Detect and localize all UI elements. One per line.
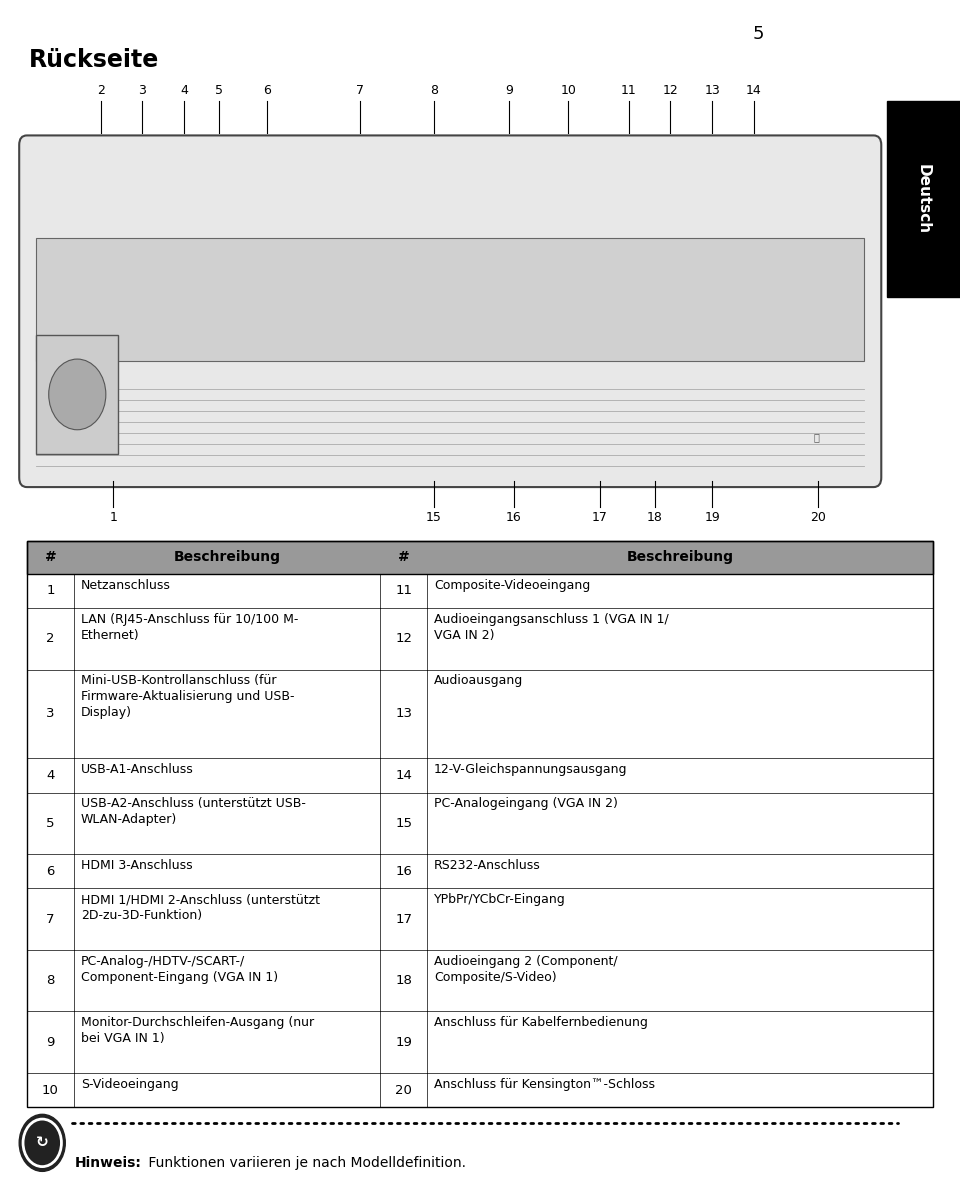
Bar — [27, 608, 933, 670]
Text: 15: 15 — [396, 817, 413, 830]
Text: LAN (RJ45-Anschluss für 10/100 M-
Ethernet): LAN (RJ45-Anschluss für 10/100 M- Ethern… — [81, 613, 299, 642]
Text: 7: 7 — [356, 84, 364, 97]
Text: Audioeingangsanschluss 1 (VGA IN 1/
VGA IN 2): Audioeingangsanschluss 1 (VGA IN 1/ VGA … — [434, 613, 669, 642]
Text: 18: 18 — [396, 974, 412, 987]
Text: Mini-USB-Kontrollanschluss (für
Firmware-Aktualisierung und USB-
Display): Mini-USB-Kontrollanschluss (für Firmware… — [81, 675, 294, 719]
Bar — [36, 335, 118, 454]
Bar — [36, 238, 864, 361]
Bar — [27, 889, 933, 950]
Text: USB-A1-Anschluss: USB-A1-Anschluss — [81, 763, 194, 776]
Text: Anschluss für Kabelfernbedienung: Anschluss für Kabelfernbedienung — [434, 1016, 648, 1029]
Circle shape — [19, 1114, 65, 1171]
Text: 5: 5 — [753, 25, 764, 43]
Text: Audioausgang: Audioausgang — [434, 675, 523, 688]
Text: Monitor-Durchschleifen-Ausgang (nur
bei VGA IN 1): Monitor-Durchschleifen-Ausgang (nur bei … — [81, 1016, 314, 1045]
Text: 12-V-Gleichspannungsausgang: 12-V-Gleichspannungsausgang — [434, 763, 628, 776]
Text: Beschreibung: Beschreibung — [627, 550, 733, 564]
Bar — [27, 950, 933, 1011]
Text: 3: 3 — [46, 708, 55, 720]
FancyBboxPatch shape — [19, 135, 881, 487]
Text: 4: 4 — [46, 769, 55, 782]
Text: 1: 1 — [46, 584, 55, 598]
Text: 14: 14 — [746, 84, 761, 97]
Bar — [27, 758, 933, 792]
Bar — [27, 541, 933, 1107]
Text: 5: 5 — [46, 817, 55, 830]
Text: ↻: ↻ — [36, 1136, 49, 1150]
Text: Hinweis:: Hinweis: — [75, 1156, 142, 1170]
Text: 16: 16 — [396, 865, 412, 878]
Text: Composite-Videoeingang: Composite-Videoeingang — [434, 579, 590, 592]
Text: RS232-Anschluss: RS232-Anschluss — [434, 859, 540, 872]
Text: HDMI 3-Anschluss: HDMI 3-Anschluss — [81, 859, 192, 872]
Text: 8: 8 — [46, 974, 55, 987]
Text: #: # — [398, 550, 410, 564]
Text: 11: 11 — [396, 584, 413, 598]
Text: 2: 2 — [97, 84, 105, 97]
Text: Audioeingang 2 (Component/
Composite/S-Video): Audioeingang 2 (Component/ Composite/S-V… — [434, 955, 618, 984]
Text: 3: 3 — [138, 84, 146, 97]
Text: 1: 1 — [109, 511, 117, 524]
Text: 15: 15 — [426, 511, 442, 524]
Text: 17: 17 — [396, 912, 413, 925]
Text: #: # — [44, 550, 57, 564]
Text: HDMI 1/HDMI 2-Anschluss (unterstützt
2D-zu-3D-Funktion): HDMI 1/HDMI 2-Anschluss (unterstützt 2D-… — [81, 893, 320, 922]
Text: 6: 6 — [46, 865, 55, 878]
Text: 12: 12 — [396, 632, 413, 645]
Text: Rückseite: Rückseite — [29, 48, 159, 71]
Bar — [27, 670, 933, 758]
Text: PC-Analog-/HDTV-/SCART-/
Component-Eingang (VGA IN 1): PC-Analog-/HDTV-/SCART-/ Component-Einga… — [81, 955, 277, 984]
Text: 10: 10 — [561, 84, 576, 97]
Text: PC-Analogeingang (VGA IN 2): PC-Analogeingang (VGA IN 2) — [434, 797, 618, 810]
Text: 16: 16 — [506, 511, 521, 524]
Bar — [27, 854, 933, 889]
Circle shape — [49, 359, 106, 430]
Text: S-Videoeingang: S-Videoeingang — [81, 1078, 179, 1091]
Bar — [27, 541, 933, 574]
Text: 11: 11 — [621, 84, 636, 97]
Bar — [27, 792, 933, 854]
Text: 20: 20 — [396, 1083, 412, 1097]
Text: 6: 6 — [263, 84, 271, 97]
Bar — [27, 1011, 933, 1073]
Text: 17: 17 — [592, 511, 608, 524]
Text: 🔒: 🔒 — [813, 432, 819, 442]
Text: Funktionen variieren je nach Modelldefinition.: Funktionen variieren je nach Modelldefin… — [144, 1156, 466, 1170]
Text: 2: 2 — [46, 632, 55, 645]
Text: Netzanschluss: Netzanschluss — [81, 579, 171, 592]
Text: 5: 5 — [215, 84, 223, 97]
Text: 19: 19 — [705, 511, 720, 524]
FancyBboxPatch shape — [887, 101, 960, 297]
Text: 14: 14 — [396, 769, 412, 782]
Text: 18: 18 — [647, 511, 662, 524]
Bar — [27, 1073, 933, 1107]
Text: 12: 12 — [662, 84, 678, 97]
Text: 8: 8 — [430, 84, 438, 97]
Text: 4: 4 — [180, 84, 188, 97]
Text: 20: 20 — [810, 511, 826, 524]
Text: 13: 13 — [396, 708, 413, 720]
Text: 9: 9 — [505, 84, 513, 97]
Text: Deutsch: Deutsch — [916, 164, 931, 234]
Text: USB-A2-Anschluss (unterstützt USB-
WLAN-Adapter): USB-A2-Anschluss (unterstützt USB- WLAN-… — [81, 797, 305, 827]
Text: 10: 10 — [42, 1083, 59, 1097]
Text: 19: 19 — [396, 1036, 412, 1049]
Bar — [27, 574, 933, 608]
Text: Anschluss für Kensington™-Schloss: Anschluss für Kensington™-Schloss — [434, 1078, 655, 1091]
Text: 9: 9 — [46, 1036, 55, 1049]
Text: Beschreibung: Beschreibung — [174, 550, 280, 564]
Text: YPbPr/YCbCr-Eingang: YPbPr/YCbCr-Eingang — [434, 893, 565, 906]
Text: 13: 13 — [705, 84, 720, 97]
Text: 7: 7 — [46, 912, 55, 925]
